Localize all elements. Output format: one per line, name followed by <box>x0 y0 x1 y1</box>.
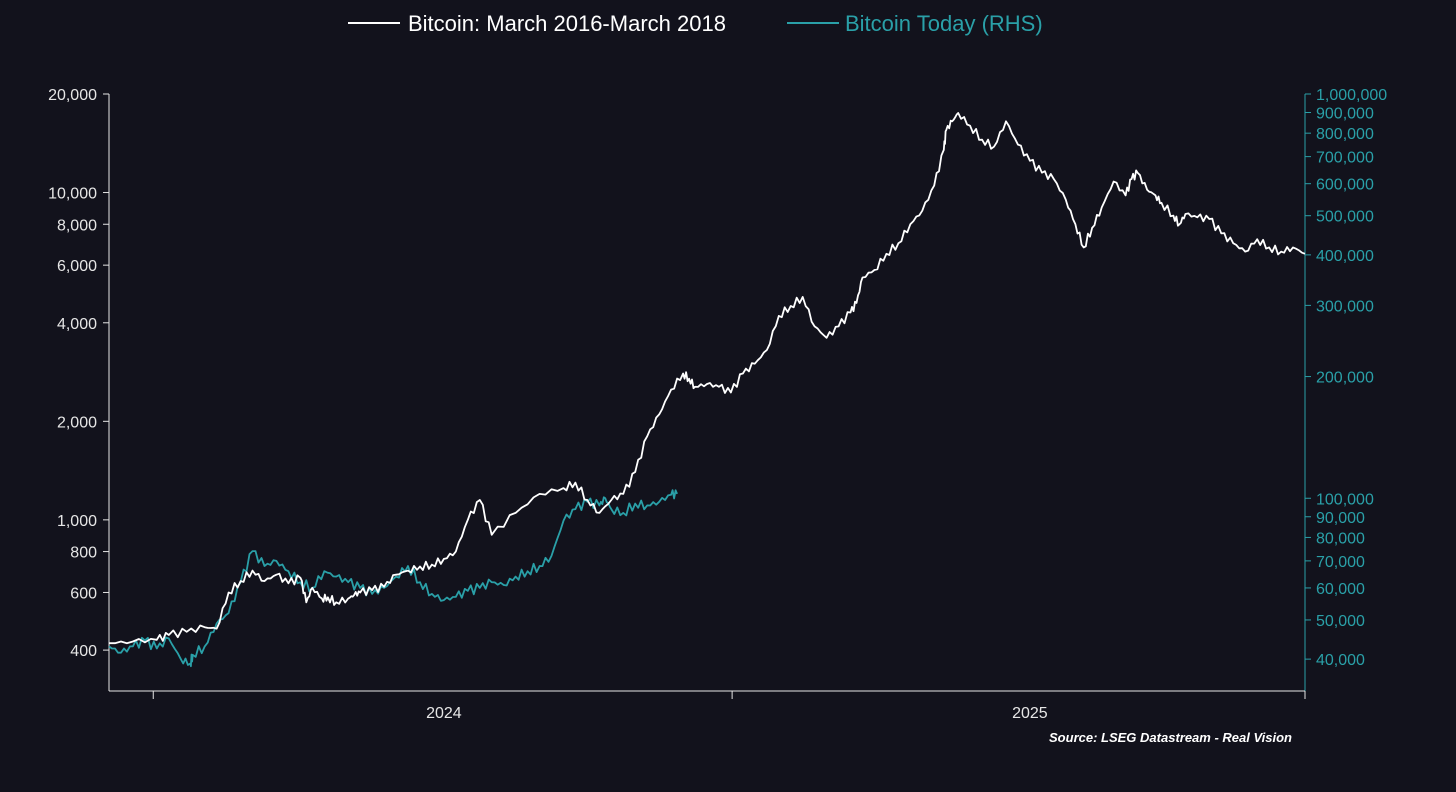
left-tick-label: 8,000 <box>57 217 97 234</box>
right-tick-label: 900,000 <box>1316 105 1374 122</box>
right-tick-label: 100,000 <box>1316 491 1374 508</box>
x-tick-label: 2024 <box>426 705 462 722</box>
right-tick-label: 90,000 <box>1316 510 1365 527</box>
legend-label-series-2: Bitcoin Today (RHS) <box>845 11 1043 36</box>
right-tick-label: 60,000 <box>1316 581 1365 598</box>
left-tick-label: 2,000 <box>57 414 97 431</box>
right-tick-label: 800,000 <box>1316 126 1374 143</box>
right-tick-label: 500,000 <box>1316 209 1374 226</box>
right-tick-label: 1,000,000 <box>1316 87 1387 104</box>
right-tick-label: 40,000 <box>1316 652 1365 669</box>
left-tick-label: 6,000 <box>57 258 97 275</box>
left-tick-label: 4,000 <box>57 316 97 333</box>
left-tick-label: 20,000 <box>48 87 97 104</box>
chart-background <box>0 0 1456 792</box>
chart: Bitcoin: March 2016-March 2018 Bitcoin T… <box>0 0 1456 792</box>
left-tick-label: 1,000 <box>57 513 97 530</box>
right-tick-label: 80,000 <box>1316 530 1365 547</box>
source-note: Source: LSEG Datastream - Real Vision <box>1049 730 1292 745</box>
right-tick-label: 300,000 <box>1316 298 1374 315</box>
right-tick-label: 700,000 <box>1316 150 1374 167</box>
legend-label-series-1: Bitcoin: March 2016-March 2018 <box>408 11 726 36</box>
right-tick-label: 400,000 <box>1316 248 1374 265</box>
left-tick-label: 800 <box>70 545 97 562</box>
legend: Bitcoin: March 2016-March 2018 Bitcoin T… <box>348 11 1043 36</box>
right-tick-label: 50,000 <box>1316 613 1365 630</box>
right-tick-label: 600,000 <box>1316 177 1374 194</box>
left-tick-label: 10,000 <box>48 186 97 203</box>
left-tick-label: 400 <box>70 643 97 660</box>
left-tick-label: 600 <box>70 585 97 602</box>
right-tick-label: 70,000 <box>1316 554 1365 571</box>
right-tick-label: 200,000 <box>1316 370 1374 387</box>
x-tick-label: 2025 <box>1012 705 1048 722</box>
